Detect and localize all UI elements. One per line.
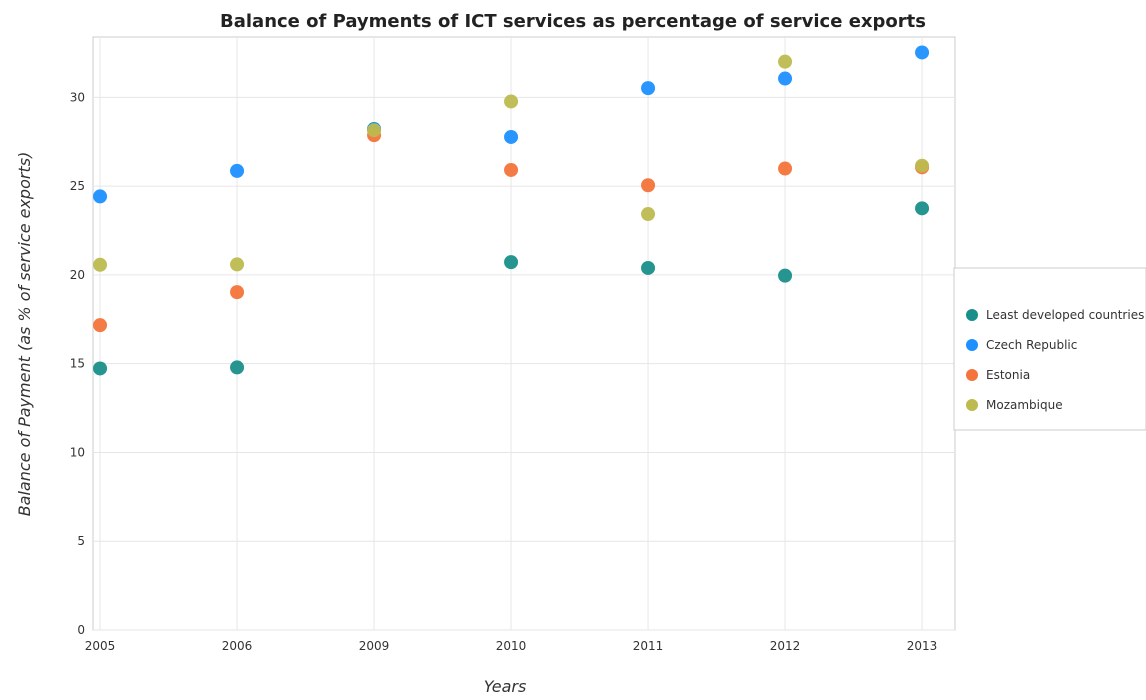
data-point-czech-republic [778,71,793,86]
legend: Least developed countries Czech Republic E… [953,267,1146,431]
data-point-least-developed-countries [915,201,930,216]
legend-box [953,267,1146,431]
data-point-estonia [504,162,519,177]
data-point-estonia [641,178,656,193]
data-point-least-developed-countries [778,268,793,283]
data-point-mozambique [367,123,382,138]
x-tick-label: 2011 [633,639,664,653]
y-tick-label: 15 [70,357,85,371]
data-point-mozambique [230,257,245,272]
chart-title: Balance of Payments of ICT services as p… [220,11,926,32]
y-tick-label: 25 [70,179,85,193]
data-point-czech-republic [230,163,245,178]
data-point-least-developed-countries [641,260,656,275]
x-tick-label: 2013 [907,639,938,653]
data-point-czech-republic [93,189,108,204]
y-axis-title: Balance of Payment (as % of service expo… [15,152,34,517]
legend-marker [966,339,978,351]
data-point-mozambique [93,257,108,272]
data-point-mozambique [641,207,656,222]
legend-label: Mozambique [986,398,1063,412]
data-point-least-developed-countries [230,360,245,375]
x-tick-label: 2010 [496,639,527,653]
x-tick-label: 2005 [85,639,116,653]
x-tick-label: 2006 [222,639,253,653]
data-point-estonia [778,161,793,176]
x-axis-title: Years [484,677,527,696]
legend-marker [966,399,978,411]
x-tick-label: 2012 [770,639,801,653]
y-tick-label: 0 [77,623,85,637]
y-axis-ticks: 0 5 10 15 20 25 30 [70,90,85,637]
data-points [93,45,930,376]
x-tick-label: 2009 [359,639,390,653]
y-tick-label: 30 [70,90,85,104]
legend-label: Least developed countries [986,308,1144,322]
data-point-estonia [230,285,245,300]
data-point-mozambique [504,94,519,109]
data-point-estonia [93,318,108,333]
data-point-least-developed-countries [93,361,108,376]
data-point-mozambique [778,54,793,69]
data-point-czech-republic [641,81,656,96]
y-tick-label: 5 [77,534,85,548]
data-point-mozambique [915,158,930,173]
data-point-least-developed-countries [504,255,519,270]
data-point-czech-republic [915,45,930,60]
x-axis-ticks: 2005 2006 2009 2010 2011 2012 2013 [85,639,938,653]
data-point-czech-republic [504,129,519,144]
legend-marker [966,309,978,321]
y-tick-label: 20 [70,268,85,282]
y-tick-label: 10 [70,445,85,459]
legend-marker [966,369,978,381]
legend-label: Czech Republic [986,338,1077,352]
legend-label: Estonia [986,368,1030,382]
